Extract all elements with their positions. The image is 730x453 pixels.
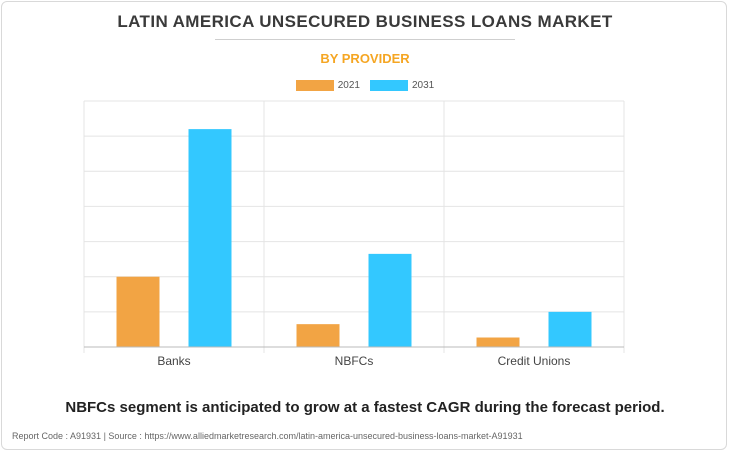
legend-swatch-2031: [370, 80, 408, 91]
axes: Banks NBFCs Credit Unions: [84, 346, 624, 368]
bar-2031-nbfcs[interactable]: [368, 253, 412, 347]
grid-lines: [83, 100, 625, 353]
bar-2031-banks[interactable]: [188, 129, 232, 347]
footnote: NBFCs segment is anticipated to grow at …: [65, 399, 665, 416]
legend-item-2031[interactable]: 2031: [370, 80, 434, 91]
bar-2031-credit-unions[interactable]: [548, 311, 592, 347]
x-tick-label: Banks: [157, 354, 190, 368]
legend: 2021 2031: [0, 80, 730, 91]
bar-2021-credit-unions[interactable]: [476, 337, 520, 347]
legend-label-2021: 2021: [337, 80, 360, 91]
legend-item-2021[interactable]: 2021: [295, 80, 360, 91]
legend-swatch-2021: [295, 80, 334, 91]
bars: [116, 129, 592, 347]
x-tick-label: Credit Unions: [498, 354, 571, 368]
bar-2021-banks[interactable]: [116, 276, 160, 347]
legend-label-2031: 2031: [412, 80, 435, 91]
title-divider: [215, 39, 515, 40]
chart-title: LATIN AMERICA UNSECURED BUSINESS LOANS M…: [117, 12, 613, 31]
chart-subtitle: BY PROVIDER: [320, 51, 410, 66]
report-source: Report Code : A91931 | Source : https://…: [12, 431, 523, 441]
x-tick-label: NBFCs: [335, 354, 374, 368]
bar-2021-nbfcs[interactable]: [296, 324, 340, 347]
